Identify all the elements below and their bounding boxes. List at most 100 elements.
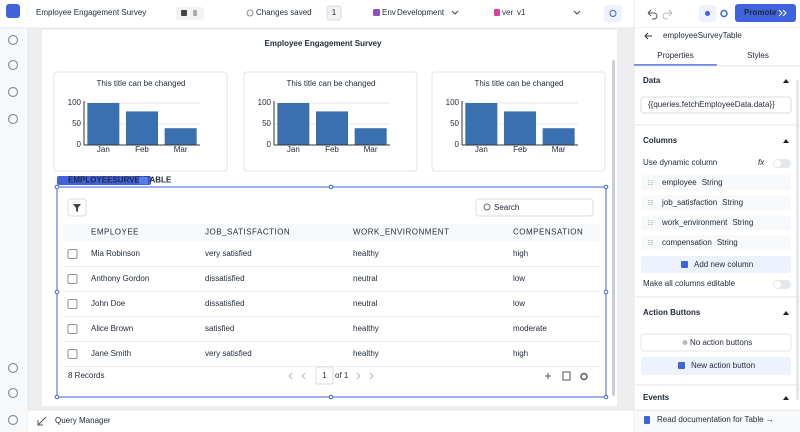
sidebar-icon[interactable]	[7, 59, 19, 71]
table-cell: very satisfied	[205, 249, 252, 258]
layout-toggle[interactable]	[176, 7, 204, 20]
table-cell: moderate	[513, 324, 547, 333]
component-name[interactable]: employeeSurveyTable	[663, 31, 742, 40]
promote-chevron	[778, 9, 787, 17]
promote-label[interactable]: Promote	[744, 8, 777, 17]
row-checkbox[interactable]	[67, 274, 78, 284]
resize-handle	[54, 289, 60, 295]
x-tick-label: Mar	[174, 145, 188, 154]
column-item[interactable]	[641, 175, 791, 190]
records-count: 8 Records	[68, 371, 104, 380]
tab-styles[interactable]: Styles	[747, 51, 769, 60]
resize-handle	[603, 289, 609, 295]
table-cell: neutral	[353, 299, 378, 308]
widget-delete[interactable]	[139, 177, 148, 184]
section-title[interactable]: Events	[643, 393, 670, 402]
fx-label[interactable]: fx	[758, 158, 765, 167]
table-cell: high	[513, 249, 528, 258]
preview-icon[interactable]	[720, 9, 728, 18]
bar	[87, 103, 120, 145]
section-toggle[interactable]	[783, 139, 789, 143]
section-title[interactable]: Data	[643, 76, 661, 85]
table-cell: low	[513, 274, 525, 283]
row-checkbox[interactable]	[67, 349, 78, 359]
column-header[interactable]: JOB_SATISFACTION	[205, 228, 290, 237]
env-name[interactable]: Development	[397, 8, 445, 17]
download-icon[interactable]	[562, 371, 571, 381]
toggle-knob	[774, 281, 781, 288]
new-action-label: New action button	[691, 361, 755, 370]
new-action-button[interactable]	[641, 357, 791, 375]
section-toggle[interactable]	[783, 396, 789, 400]
page-next[interactable]	[369, 372, 374, 380]
y-tick-label: 50	[72, 119, 81, 128]
resize-handle	[603, 394, 609, 400]
page-input[interactable]	[315, 366, 334, 385]
bar	[465, 103, 498, 145]
add-row-icon[interactable]	[545, 373, 551, 379]
column-item[interactable]	[641, 215, 791, 230]
sidebar-icon[interactable]	[7, 414, 19, 426]
search-box[interactable]	[475, 198, 594, 217]
query-manager[interactable]: Query Manager	[55, 416, 111, 425]
column-header[interactable]: COMPENSATION	[513, 228, 583, 237]
ver-chevron[interactable]	[573, 10, 581, 15]
widget-label-chip[interactable]	[57, 176, 151, 185]
docs-icon	[644, 416, 650, 424]
promote-button[interactable]	[735, 4, 796, 22]
sidebar-icon[interactable]	[7, 86, 19, 98]
column-header[interactable]: WORK_ENVIRONMENT	[353, 228, 449, 237]
table-cell: healthy	[353, 324, 379, 333]
page-total: of 1	[335, 371, 349, 380]
section-toggle[interactable]	[783, 311, 789, 315]
resize-handle	[603, 184, 609, 190]
table-cell: Jane Smith	[91, 349, 131, 358]
ver-label[interactable]: ver	[502, 8, 513, 17]
column-visibility-icon[interactable]	[580, 372, 588, 381]
sidebar-icon[interactable]	[7, 362, 19, 374]
page-next[interactable]	[356, 372, 361, 380]
section-toggle[interactable]	[783, 79, 789, 83]
env-chevron[interactable]	[451, 10, 459, 15]
version-name[interactable]: v1	[517, 8, 526, 17]
filter-icon	[73, 204, 81, 212]
row-checkbox[interactable]	[67, 299, 78, 309]
section-title[interactable]: Action Buttons	[643, 308, 701, 317]
chart-title: This title can be changed	[97, 79, 186, 88]
env-label[interactable]: Env	[382, 8, 396, 17]
x-tick-label: Mar	[552, 145, 566, 154]
version-count-box[interactable]	[326, 5, 342, 21]
section-title[interactable]: Columns	[643, 136, 678, 145]
x-tick-label: Jan	[475, 145, 488, 154]
add-column-button[interactable]	[641, 256, 791, 273]
back-arrow[interactable]	[644, 32, 652, 40]
table-cell: John Doe	[91, 299, 126, 308]
resize-handle	[54, 394, 60, 400]
row-checkbox[interactable]	[67, 324, 78, 334]
refresh-button[interactable]	[604, 5, 622, 22]
table-cell: low	[513, 299, 525, 308]
page-prev[interactable]	[288, 372, 293, 380]
table-cell: healthy	[353, 349, 379, 358]
logo[interactable]	[6, 4, 20, 18]
page-prev[interactable]	[301, 372, 306, 380]
drag-handle	[648, 220, 653, 226]
y-tick-label: 50	[450, 119, 459, 128]
sidebar-icon[interactable]	[7, 113, 19, 125]
data-input[interactable]	[640, 96, 792, 114]
table-cell: Mia Robinson	[91, 249, 140, 258]
undo-icon[interactable]	[647, 9, 658, 20]
row-checkbox[interactable]	[67, 249, 78, 259]
column-item[interactable]	[641, 195, 791, 210]
query-manager-icon[interactable]	[37, 416, 47, 426]
sidebar-icon[interactable]	[7, 387, 19, 399]
tab-properties[interactable]: Properties	[657, 51, 693, 60]
sidebar-icon[interactable]	[7, 34, 19, 46]
table-cell: very satisfied	[205, 349, 252, 358]
column-item[interactable]	[641, 235, 791, 250]
add-column-icon	[681, 261, 688, 268]
docs-link[interactable]: Read documentation for Table →	[657, 415, 774, 424]
column-header[interactable]: EMPLOYEE	[91, 228, 139, 237]
env-icon	[373, 9, 380, 16]
redo-icon[interactable]	[662, 9, 673, 20]
